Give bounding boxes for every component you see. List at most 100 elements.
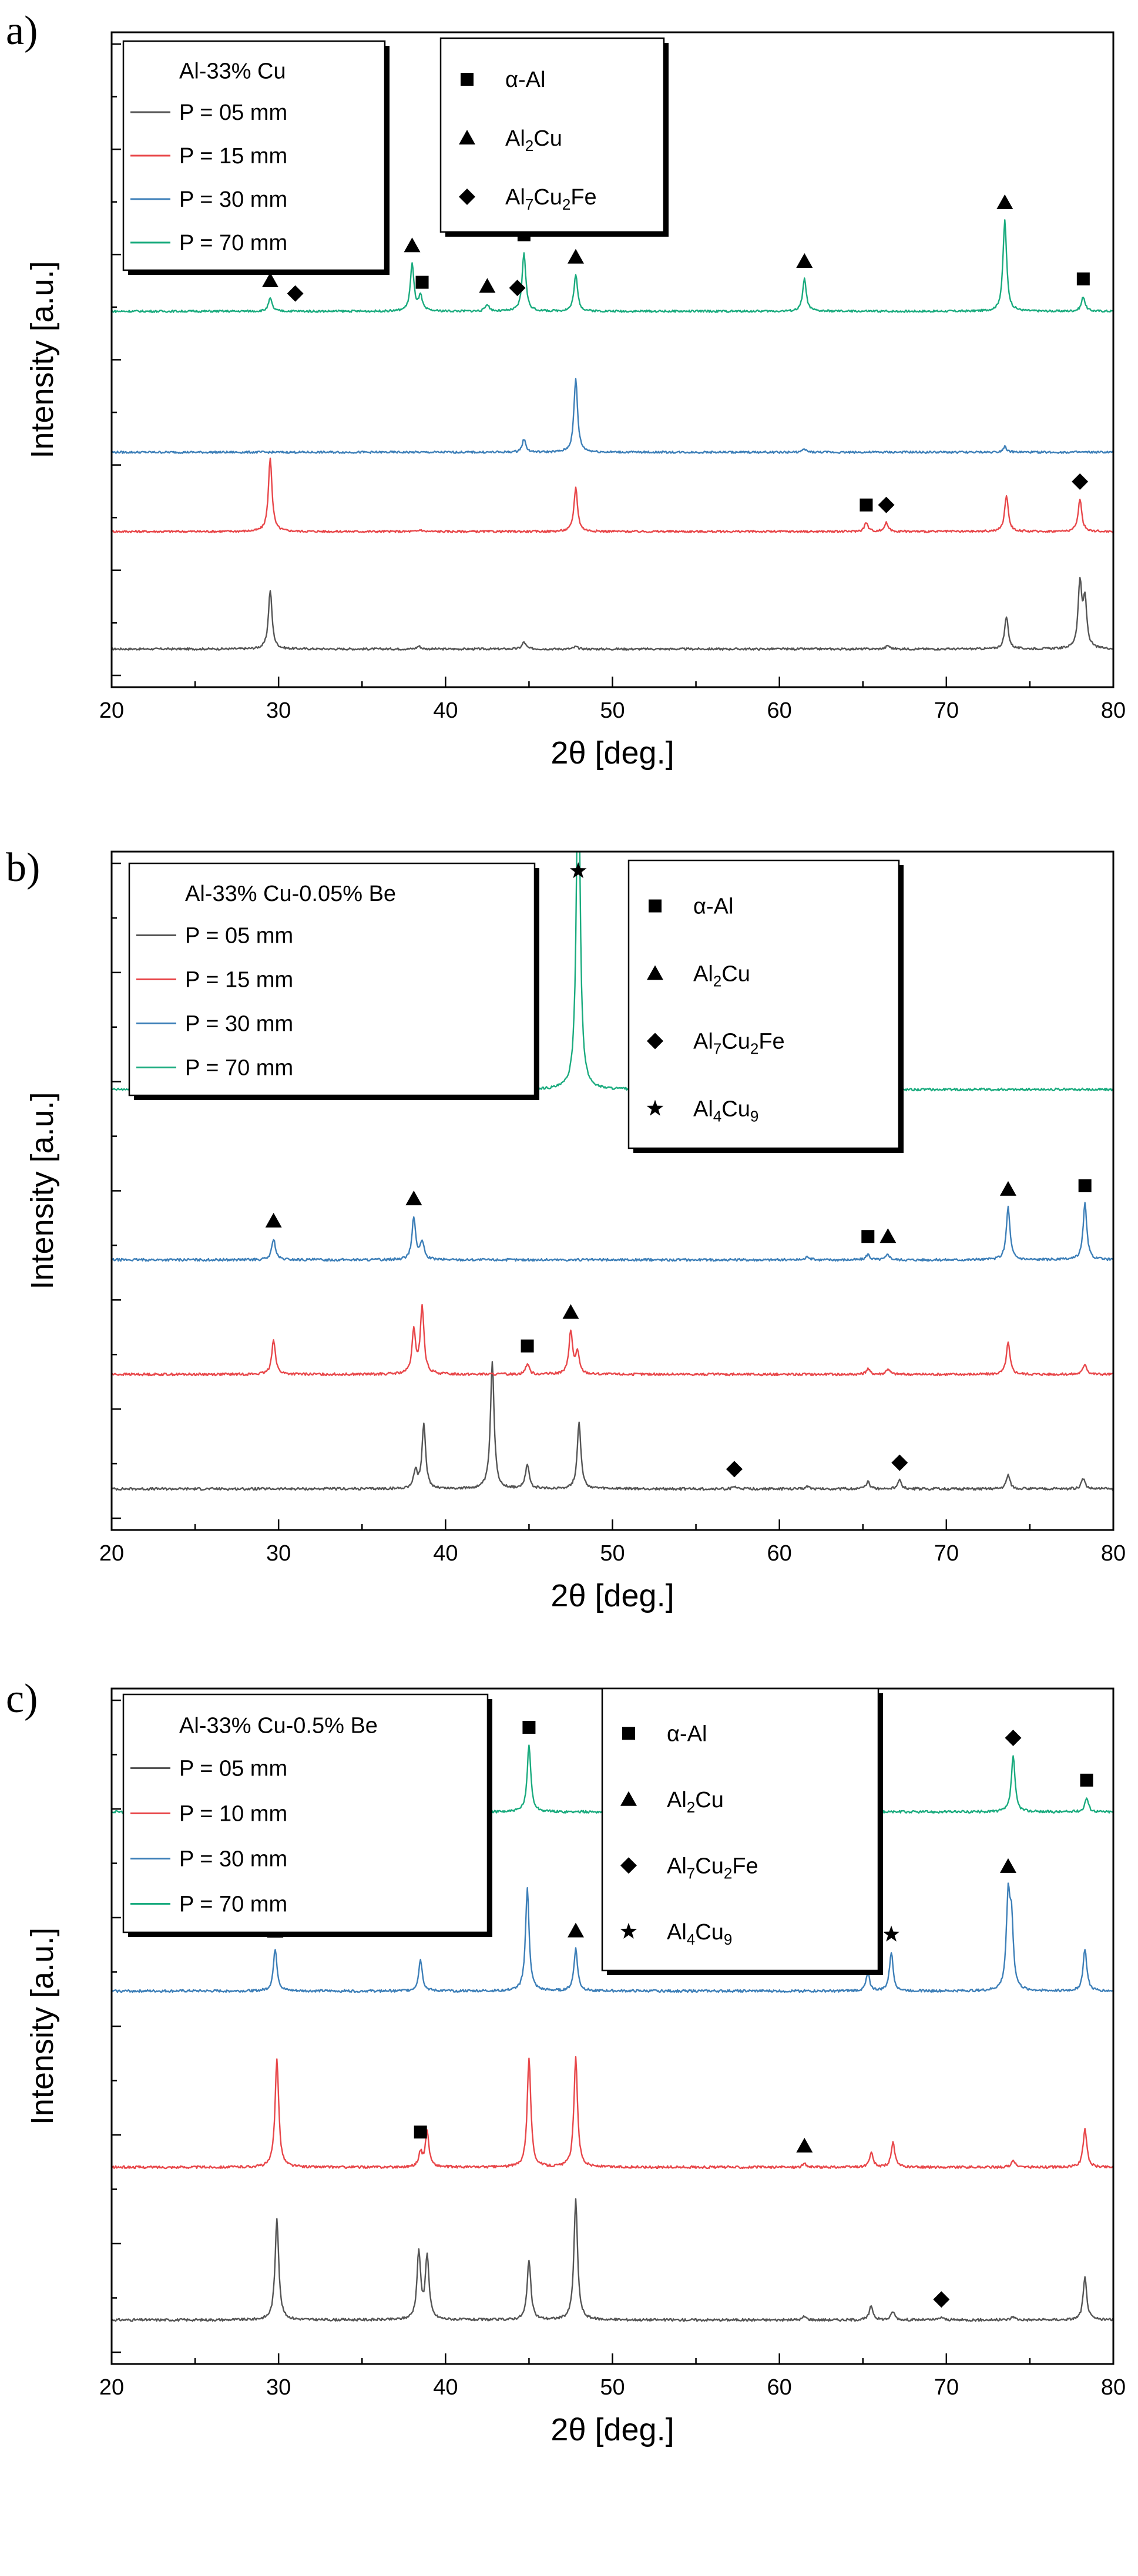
- series-line-2: [112, 458, 1113, 533]
- x-tick-label: 80: [1101, 698, 1126, 723]
- legend-entry: P = 30 mm: [185, 1012, 293, 1037]
- phase-marker-triangle: [404, 237, 421, 253]
- phase-legend: α-Al Al2Cu Al7Cu2Fe Al4Cu9: [601, 1687, 883, 1975]
- legend-entry: P = 05 mm: [185, 924, 293, 949]
- legend-box: [627, 859, 900, 1149]
- phase-marker-diamond: [509, 280, 526, 297]
- legend-entry: P = 30 mm: [179, 187, 287, 212]
- phase-legend-label: Al7Cu2Fe: [505, 185, 597, 213]
- phase-marker-diamond: [891, 1454, 908, 1471]
- series-line-3: [112, 378, 1113, 454]
- legend-title: Al-33% Cu: [179, 59, 286, 83]
- series-lines: [112, 852, 1113, 1491]
- series-line-1: [112, 577, 1113, 651]
- x-axis-label: 2θ [deg.]: [550, 1578, 674, 1613]
- legend-symbol-diamond: [647, 1033, 663, 1050]
- phase-marker-diamond: [1072, 473, 1089, 490]
- legend-entry: P = 30 mm: [179, 1847, 287, 1872]
- series-line-4: [112, 219, 1113, 313]
- phase-legend: α-Al Al2Cu Al7Cu2Fe: [439, 37, 669, 237]
- phase-marker-triangle: [567, 248, 584, 264]
- phase-marker-square: [861, 1230, 875, 1243]
- series-legend: Al-33% Cu-0.5% Be P = 05 mm P = 10 mm P = 3…: [122, 1693, 492, 1937]
- xrd-panel-b: b) 20 30 40 50 60 70 80 2θ [deg.] Intensity [a.u.…: [6, 845, 1126, 1613]
- phase-marker-square: [521, 1339, 534, 1353]
- phase-marker-star: [882, 1925, 900, 1942]
- x-tick-label: 60: [767, 1541, 792, 1566]
- phase-legend-label: Al4Cu9: [693, 1097, 758, 1125]
- series-legend: Al-33% Cu P = 05 mm P = 15 mm P = 30 mm P = …: [122, 40, 390, 275]
- phase-marker-square: [860, 498, 873, 512]
- legend-symbol-triangle: [459, 130, 475, 144]
- series-line-1: [112, 1361, 1113, 1491]
- series-lines: [112, 219, 1113, 651]
- x-tick-label: 50: [600, 698, 625, 723]
- legend-symbol-star: [620, 1922, 637, 1939]
- legend-symbol-star: [646, 1099, 664, 1116]
- x-tick-label: 20: [99, 1541, 124, 1566]
- phase-marker-square: [1076, 272, 1090, 285]
- phase-legend-label: α-Al: [693, 894, 733, 919]
- phase-marker-triangle: [996, 194, 1013, 209]
- phase-marker-triangle: [562, 1304, 579, 1319]
- phase-marker-triangle: [265, 1212, 282, 1228]
- legend-box: [439, 37, 665, 233]
- phase-marker-triangle: [999, 1858, 1016, 1873]
- phase-marker-triangle: [261, 272, 278, 287]
- panel-label: c): [6, 1676, 38, 1721]
- legend-entry: P = 15 mm: [179, 144, 287, 169]
- legend-entry: P = 10 mm: [179, 1802, 287, 1827]
- phase-marker-triangle: [479, 278, 496, 293]
- legend-entry: P = 05 mm: [179, 1757, 287, 1781]
- phase-legend-label: Al2Cu: [505, 126, 562, 154]
- phase-legend: α-Al Al2Cu Al7Cu2Fe Al4Cu9: [627, 859, 904, 1153]
- y-axis-label: Intensity [a.u.]: [25, 1092, 60, 1289]
- legend-box: [601, 1687, 879, 1972]
- legend-title: Al-33% Cu-0.05% Be: [185, 882, 396, 906]
- x-tick-label: 30: [266, 698, 291, 723]
- legend-entry: P = 05 mm: [179, 100, 287, 125]
- series-line-3: [112, 1202, 1113, 1262]
- legend-symbol-triangle: [620, 1791, 637, 1806]
- series-line-1: [112, 2198, 1113, 2322]
- phase-markers: [261, 194, 1090, 513]
- phase-marker-star: [570, 862, 587, 879]
- phase-legend-label: α-Al: [667, 1721, 707, 1746]
- phase-marker-triangle: [567, 1922, 584, 1938]
- phase-marker-square: [414, 2126, 427, 2139]
- xrd-panel-a: a) 20 30 40 50 60 70 80 2θ [deg.] Intensity [a.u.…: [6, 8, 1126, 771]
- x-tick-label: 60: [767, 2375, 792, 2400]
- y-axis-label: Intensity [a.u.]: [25, 261, 60, 458]
- phase-marker-triangle: [796, 253, 813, 268]
- legend-symbol-diamond: [459, 189, 475, 205]
- x-tick-label: 70: [934, 2375, 959, 2400]
- x-tick-label: 50: [600, 2375, 625, 2400]
- x-tick-label: 40: [433, 698, 458, 723]
- legend-entry: P = 70 mm: [185, 1056, 293, 1081]
- xrd-panel-c: c) 20 30 40 50 60 70 80 2θ [deg.] Intensity [a.u.…: [6, 1676, 1126, 2447]
- legend-symbol-square: [622, 1727, 635, 1740]
- phase-legend-label: Al2Cu: [667, 1788, 724, 1816]
- phase-marker-triangle: [796, 2137, 813, 2153]
- legend-symbol-square: [461, 73, 474, 86]
- x-tick-label: 80: [1101, 1541, 1126, 1566]
- x-axis-label: 2θ [deg.]: [550, 735, 674, 771]
- x-tick-label: 20: [99, 698, 124, 723]
- series-line-3: [112, 1882, 1113, 1993]
- legend-entry: P = 70 mm: [179, 1892, 287, 1917]
- phase-marker-square: [522, 1720, 536, 1734]
- phase-legend-label: Al7Cu2Fe: [693, 1030, 785, 1058]
- legend-symbol-square: [649, 899, 662, 913]
- x-tick-label: 30: [266, 2375, 291, 2400]
- x-tick-label: 40: [433, 2375, 458, 2400]
- legend-title: Al-33% Cu-0.5% Be: [179, 1713, 378, 1738]
- x-tick-label: 50: [600, 1541, 625, 1566]
- phase-marker-triangle: [879, 1228, 897, 1243]
- x-tick-label: 70: [934, 698, 959, 723]
- x-tick-label: 70: [934, 1541, 959, 1566]
- phase-marker-square: [1078, 1179, 1092, 1192]
- panel-label: a): [6, 8, 38, 53]
- phase-legend-label: α-Al: [505, 68, 545, 92]
- series-line-2: [112, 1304, 1113, 1377]
- phase-marker-diamond: [1005, 1729, 1022, 1746]
